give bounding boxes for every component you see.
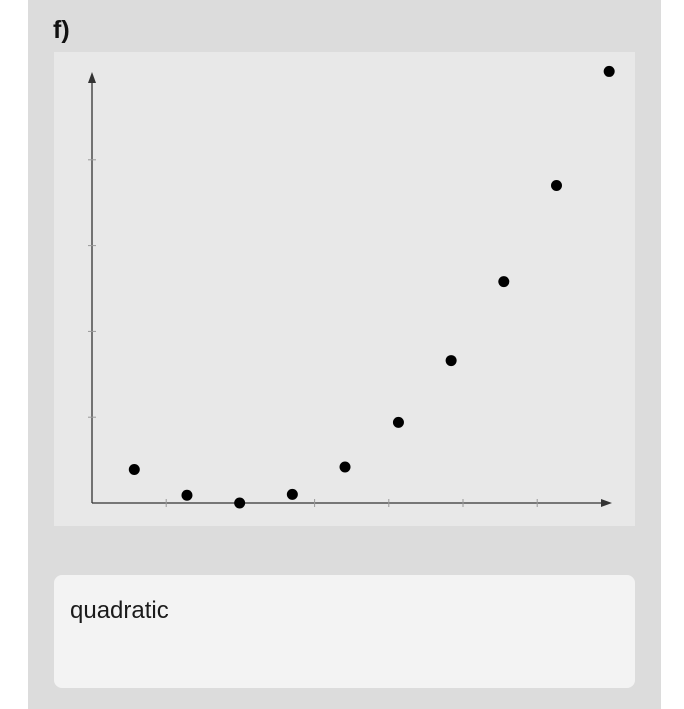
- data-point: [234, 497, 246, 509]
- answer-text: quadratic: [70, 597, 169, 624]
- data-point: [181, 489, 193, 501]
- scatter-plot: [88, 65, 615, 509]
- data-point: [392, 416, 404, 428]
- scatter-plot-panel: [54, 52, 635, 526]
- data-point: [550, 180, 562, 192]
- data-point: [445, 355, 457, 367]
- data-point: [498, 276, 510, 288]
- y-axis-arrow: [88, 72, 96, 83]
- data-point: [603, 65, 615, 77]
- data-point: [128, 464, 140, 476]
- data-point: [339, 461, 351, 473]
- data-point: [286, 488, 298, 500]
- x-axis-arrow: [601, 499, 612, 507]
- part-label: f): [53, 16, 70, 44]
- answer-box[interactable]: quadratic: [54, 575, 635, 688]
